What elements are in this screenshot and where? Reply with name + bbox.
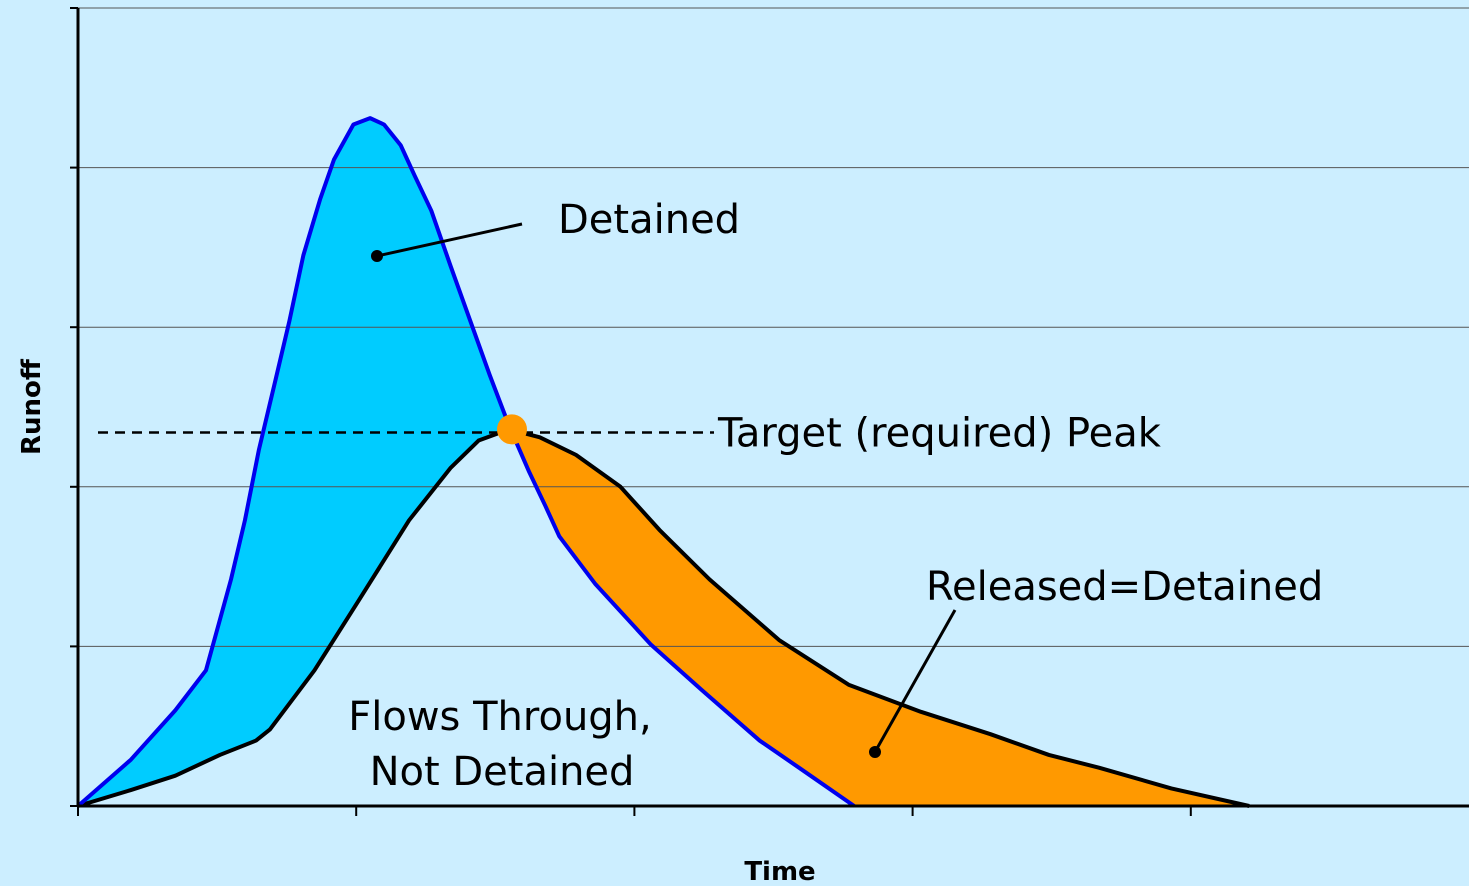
leader-line [376, 222, 523, 258]
leader-line [873, 609, 957, 753]
annotation: Released=Detained [926, 564, 1323, 610]
annotation: Not Detained [370, 749, 635, 795]
annotation: Flows Through, [348, 694, 652, 740]
peak-point [496, 414, 527, 445]
line [76, 116, 856, 808]
leader-dot [869, 746, 881, 758]
plot: Target (required) Peak [70, 7, 1469, 816]
x-axis-label: Time [744, 857, 815, 886]
target-label: Target (required) Peak [717, 411, 1162, 457]
line [77, 427, 1250, 808]
annotation: Detained [558, 197, 740, 243]
leader-dot [371, 250, 383, 262]
y-axis-label: Runoff [17, 358, 47, 455]
